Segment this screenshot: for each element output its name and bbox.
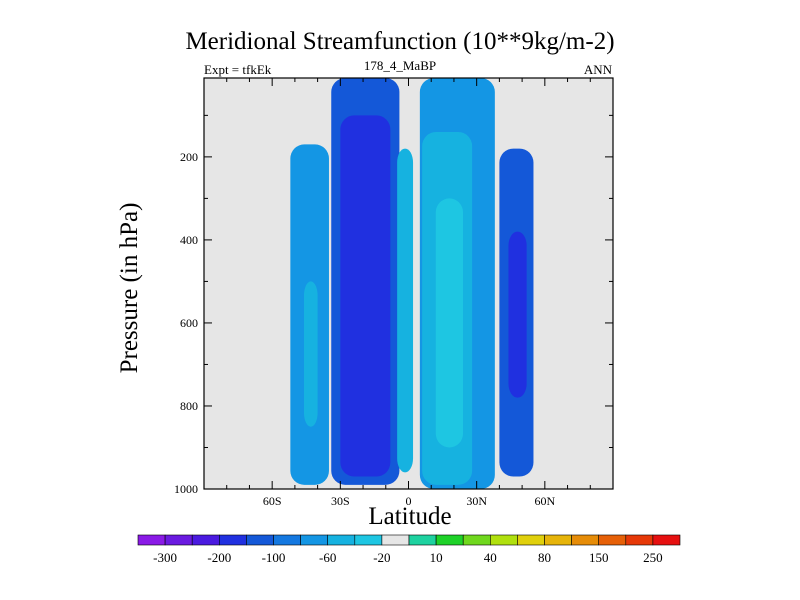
contour-region-8 — [435, 198, 464, 448]
colorbar-label: 40 — [484, 550, 497, 565]
colorbar-label: 150 — [589, 550, 609, 565]
colorbar-swatch — [164, 534, 193, 546]
y-tick-label: 600 — [180, 316, 198, 330]
colorbar-swatch — [571, 534, 599, 546]
colorbar-swatch — [435, 534, 464, 546]
colorbar-label: 10 — [430, 550, 443, 565]
colorbar-label: -100 — [262, 550, 286, 565]
colorbar-label: 80 — [538, 550, 551, 565]
colorbar-swatch — [598, 534, 627, 546]
contour-region-2 — [303, 281, 318, 427]
x-axis-label: Latitude — [368, 503, 452, 530]
contour-region-4 — [340, 115, 391, 477]
colorbar-swatch — [625, 534, 654, 546]
y-axis-label: Pressure (in hPa) — [116, 202, 143, 374]
contour-field — [204, 78, 613, 489]
colorbar-swatch — [544, 534, 572, 546]
colorbar-swatch — [381, 534, 410, 546]
axes: 60S 30S 0 30N 60N 200 400 600 800 1000 — [174, 77, 614, 508]
colorbar-swatch — [273, 534, 301, 546]
colorbar-label: -60 — [319, 550, 336, 565]
colorbar-swatch — [219, 534, 247, 546]
y-tick-label: 800 — [180, 399, 198, 413]
y-tick-label: 400 — [180, 233, 198, 247]
colorbar-swatch — [191, 534, 220, 546]
experiment-label: Expt = tfkEk — [204, 62, 272, 77]
chart-title: Meridional Streamfunction (10**9kg/m-2) — [185, 28, 615, 55]
colorbar-swatch — [489, 534, 518, 546]
colorbar-swatch — [137, 534, 166, 546]
colorbar-swatch — [354, 534, 383, 546]
colorbar-swatch — [300, 534, 329, 546]
colorbar-swatch — [408, 534, 437, 546]
colorbar-swatch — [327, 534, 356, 546]
x-tick-label: 0 — [406, 494, 412, 508]
x-tick-label: 30S — [331, 494, 350, 508]
colorbar-swatch — [462, 534, 491, 546]
colorbar-swatch — [652, 534, 681, 546]
colorbar-swatch — [246, 534, 274, 546]
contour-region-10 — [508, 231, 527, 398]
colorbar-label: -300 — [153, 550, 177, 565]
y-tick-label: 200 — [180, 150, 198, 164]
colorbar-label: 250 — [643, 550, 663, 565]
case-label: 178_4_MaBP — [363, 58, 437, 73]
colorbar-label: -20 — [373, 550, 390, 565]
contour-region-5 — [397, 148, 414, 473]
y-tick-label: 1000 — [174, 482, 198, 496]
colorbar: -300 -200 -100 -60 -20 10 40 80 150 250 — [137, 534, 681, 565]
season-label: ANN — [583, 62, 612, 77]
x-tick-label: 30N — [466, 494, 487, 508]
x-tick-label: 60N — [534, 494, 555, 508]
colorbar-label: -200 — [207, 550, 231, 565]
x-tick-label: 60S — [263, 494, 282, 508]
colorbar-swatch — [517, 534, 545, 546]
